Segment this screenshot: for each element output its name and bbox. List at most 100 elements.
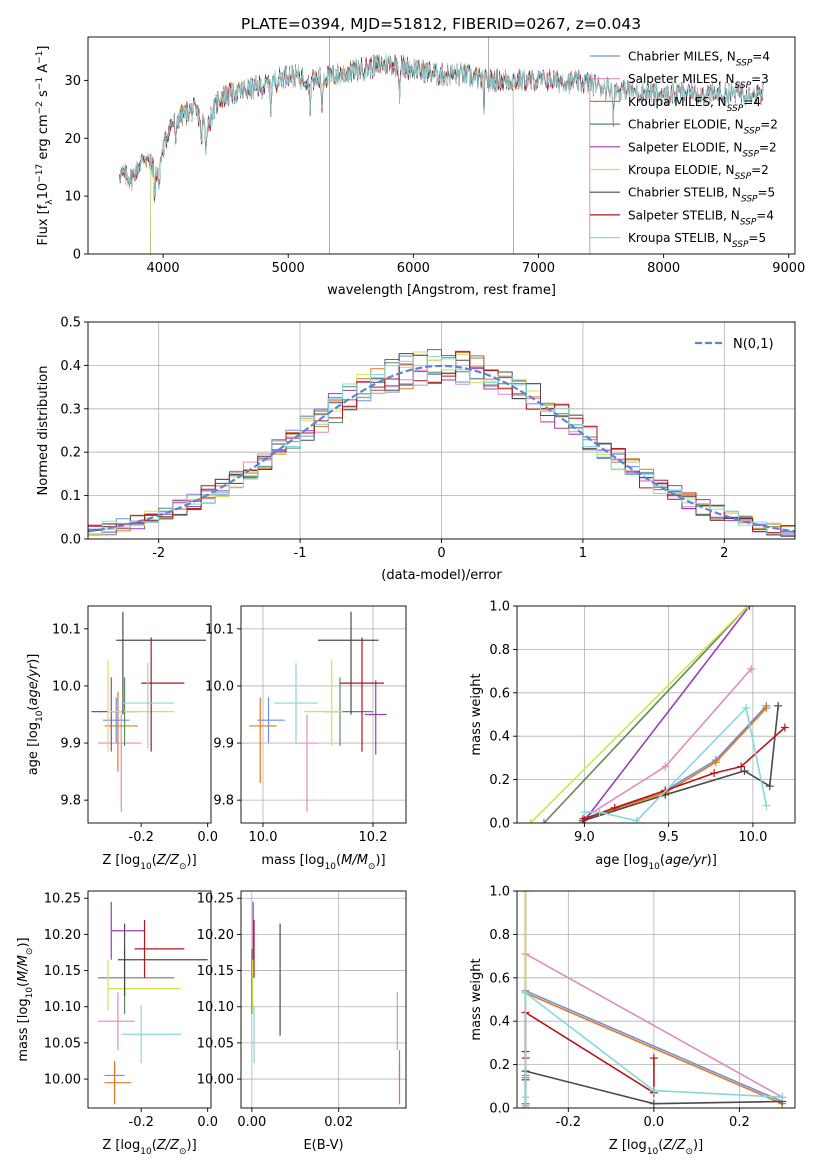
plot-area <box>91 611 207 812</box>
y-tick-label: 1.0 <box>489 885 510 900</box>
axes-border <box>87 605 212 824</box>
legend-text: Chabrier MILES, N <box>628 50 736 64</box>
plot-area <box>97 901 208 1105</box>
label-part: mass [log <box>16 998 31 1061</box>
legend-label-salpeter-elodie: Salpeter ELODIE, NSSP=2 <box>628 140 777 159</box>
x-tick-label: 9.0 <box>574 830 595 845</box>
y-tick-label: 0.0 <box>489 1102 510 1117</box>
y-tick-label: 0.4 <box>60 359 81 374</box>
x-axis-label: Z [log10(Z/Z⊙)] <box>102 1138 196 1157</box>
x-tick-label: -2 <box>152 546 165 561</box>
legend-subscript: SSP <box>736 59 753 69</box>
y-axis-label: Normed distribution <box>36 366 51 496</box>
x-tick-label: 0.0 <box>644 1115 665 1130</box>
y-tick-label: 10.25 <box>44 892 81 907</box>
y-tick-label: 0.6 <box>489 686 510 701</box>
x-tick-label: -0.2 <box>129 1115 154 1130</box>
legend-text: Kroupa MILES, N <box>628 95 727 109</box>
label-part: M/M <box>341 853 368 868</box>
x-tick-label: 7000 <box>522 261 555 276</box>
axis-frame: 0.00 0.02 10.00 10.05 10.10 10.15 10.20 10.25 <box>197 890 407 1130</box>
label-part: mass weight <box>469 673 484 755</box>
y-tick-label: 10.10 <box>44 1000 81 1015</box>
y-tick-label: 20 <box>64 132 81 147</box>
y-tick-label: 10 <box>64 190 81 205</box>
y-tick-label: 0.8 <box>489 928 510 943</box>
label-part: 10 <box>36 183 51 200</box>
y-tick-label: 10.05 <box>197 1036 234 1051</box>
spectrum-axes: 4000 5000 6000 7000 8000 9000 0 10 20 30 wavelengt… <box>35 36 805 298</box>
label-part: age [log <box>26 722 41 775</box>
y-tick-label: 30 <box>64 74 81 89</box>
y-tick-label: 9.8 <box>213 794 234 809</box>
label-part: Z [log <box>102 853 140 868</box>
label-part: A <box>36 64 51 77</box>
legend-text: Salpeter STELIB, N <box>628 208 740 222</box>
label-part: M/M <box>16 955 31 982</box>
weight-line-kroupa-stelib <box>584 707 768 822</box>
axes-border <box>516 605 796 824</box>
plot-area <box>526 606 789 823</box>
x-tick-label: 0.02 <box>324 1115 353 1130</box>
axis-frame: 9.0 9.5 10.0 0.0 0.2 0.4 0.6 0.8 1.0 <box>489 600 796 845</box>
x-axis-label: wavelength [Angstrom, rest frame] <box>327 283 556 298</box>
x-axis-label: Z [log10(Z/Z⊙)] <box>102 853 196 872</box>
label-part: 10 <box>140 862 152 872</box>
y-tick-label: 0.5 <box>60 316 81 331</box>
label-part: Normed distribution <box>36 366 51 496</box>
weight-line-chabrier-miles <box>584 705 767 820</box>
y-tick-label: 0.0 <box>60 533 81 548</box>
x-tick-label: 9000 <box>772 261 805 276</box>
weight-line-salpeter-stelib <box>524 1011 655 1094</box>
label-part: age/yr <box>26 662 41 705</box>
grid <box>517 890 795 1109</box>
label-part: (data-model)/error <box>381 568 502 583</box>
label-part: )] <box>26 654 41 664</box>
y-tick-label: 10.0 <box>52 679 81 694</box>
label-part: ( <box>152 853 157 868</box>
legend-suffix: =2 <box>759 140 777 154</box>
x-axis-label: age [log10(age/yr)] <box>595 853 717 872</box>
label-part: mass weight <box>469 958 484 1040</box>
y-tick-label: 10.00 <box>197 1073 234 1088</box>
x-tick-label: 0.0 <box>197 830 218 845</box>
legend-label-chabrier-miles: Chabrier MILES, NSSP=4 <box>628 50 770 69</box>
x-axis-label: (data-model)/error <box>381 568 502 583</box>
y-tick-label: 10.20 <box>197 928 234 943</box>
label-part: ( <box>660 853 665 868</box>
weight-line-kroupa-elodie <box>529 606 749 823</box>
x-axis-label: mass [log10(M/M⊙)] <box>261 853 385 872</box>
y-tick-label: 10.25 <box>197 892 234 907</box>
label-part: 10 <box>25 987 35 999</box>
y-tick-label: 10.05 <box>44 1036 81 1051</box>
age-vs-metallicity-axes: -0.2 0.09.89.910.010.1Z [log10(Z/Z⊙)]age … <box>26 605 218 872</box>
x-tick-label: 0 <box>437 546 445 561</box>
label-part: 10 <box>35 710 45 722</box>
label-part: mass [log <box>261 853 324 868</box>
label-part: −2 <box>35 101 45 114</box>
axes-border <box>240 605 407 824</box>
grid <box>241 891 406 1108</box>
x-tick-label: -0.2 <box>129 830 154 845</box>
label-part: ( <box>152 1138 157 1153</box>
label-part: )] <box>375 853 385 868</box>
x-tick-label: 10.2 <box>359 830 388 845</box>
x-tick-label: 9.5 <box>658 830 679 845</box>
legend-suffix: =3 <box>751 72 769 86</box>
label-part: Z [log <box>609 1138 647 1153</box>
legend-label-kroupa-miles: Kroupa MILES, NSSP=4 <box>628 95 761 114</box>
label-part: )] <box>707 853 717 868</box>
legend-label-chabrier-elodie: Chabrier ELODIE, NSSP=2 <box>628 118 778 137</box>
label-part: Z/Z <box>156 1138 180 1153</box>
histogram-salpeter-stelib <box>88 351 795 534</box>
x-tick-label: 10.0 <box>249 830 278 845</box>
plot-area <box>119 37 764 254</box>
y-axis-label: mass weight <box>469 958 484 1040</box>
label-part: )] <box>693 1138 703 1153</box>
y-tick-label: 0.0 <box>489 817 510 832</box>
label-part: ( <box>16 982 31 987</box>
grid <box>517 605 795 824</box>
x-tick-label: 5000 <box>272 261 305 276</box>
